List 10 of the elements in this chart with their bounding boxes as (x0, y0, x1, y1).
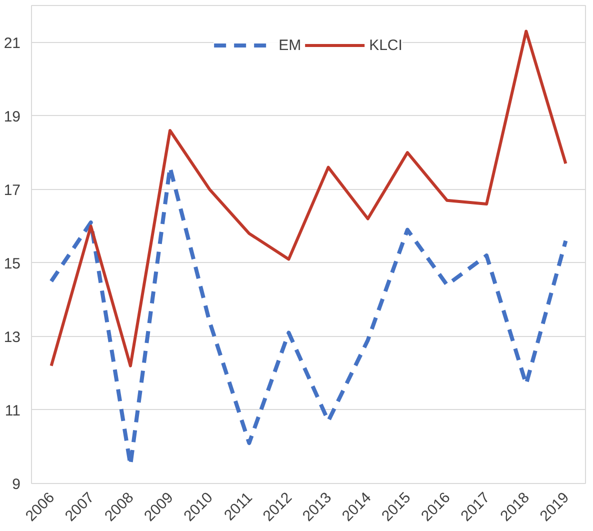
legend-label: KLCI (369, 36, 402, 54)
y-tick-label: 21 (4, 34, 21, 52)
y-tick-label: 13 (4, 328, 21, 346)
y-tick-label: 17 (4, 182, 21, 199)
y-tick-label: 11 (4, 402, 21, 420)
y-tick-label: 9 (12, 476, 20, 493)
legend-label: EM (278, 36, 302, 54)
line-series (50, 30, 568, 368)
y-tick-label: 19 (4, 108, 21, 126)
y-tick-label: 15 (4, 255, 21, 272)
